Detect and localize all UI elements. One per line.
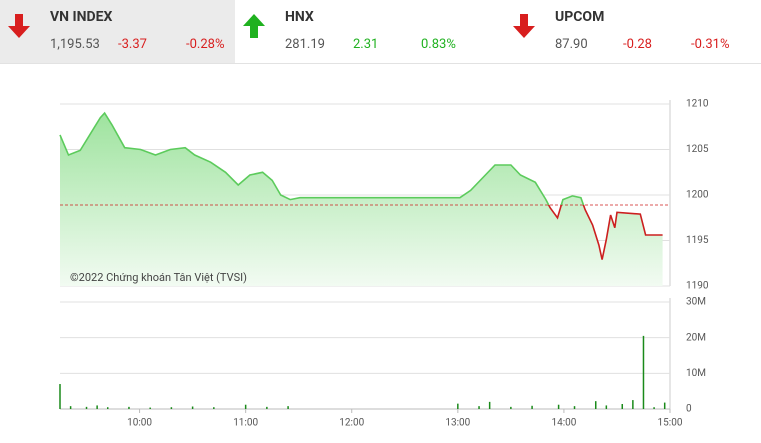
area — [60, 113, 663, 286]
x-tick-label: 11:00 — [233, 418, 258, 429]
volume-bar — [106, 407, 109, 409]
volume-bar — [96, 405, 98, 409]
ticker-values: 87.90 -0.28 -0.31% — [555, 37, 729, 52]
ticker-name: UPCOM — [555, 9, 605, 25]
volume-bar — [213, 407, 215, 409]
y-tick-label: 1210 — [686, 99, 709, 110]
volume-bar — [478, 406, 480, 409]
x-tick-label: 14:00 — [551, 418, 576, 429]
ticker: VN INDEX 1,195.53 -3.37 -0.28% — [0, 0, 235, 63]
direction-arrow — [513, 14, 535, 38]
ticker-name: VN INDEX — [50, 9, 113, 25]
price: 1,195.53 — [50, 37, 100, 52]
volume-bar — [632, 400, 634, 409]
y-tick-label: 20M — [686, 332, 706, 343]
volume-bar — [191, 406, 194, 409]
volume-bar — [621, 404, 624, 409]
volume-bar — [557, 404, 560, 409]
volume-bar — [287, 406, 289, 409]
price: 87.90 — [555, 37, 588, 52]
volume-bar — [573, 406, 576, 409]
direction-arrow — [243, 14, 265, 38]
volume-bar — [170, 407, 173, 409]
volume-bar — [488, 401, 491, 409]
percent: 0.83% — [421, 37, 456, 52]
y-tick-label: 30M — [686, 297, 706, 308]
volume-bar — [128, 406, 130, 409]
volume-bar — [266, 406, 268, 409]
ticker-values: 281.19 2.31 0.83% — [285, 37, 456, 52]
volume-bar — [457, 403, 459, 409]
arrow — [243, 14, 265, 38]
direction-arrow — [8, 14, 30, 38]
y-tick-label: 1205 — [686, 144, 709, 155]
x-tick-label: 12:00 — [339, 418, 364, 429]
ticker-name: HNX — [285, 9, 314, 25]
ticker: HNX 281.19 2.31 0.83% — [235, 0, 491, 63]
percent: -0.31% — [691, 37, 730, 52]
volume-bar — [69, 406, 72, 409]
price: 281.19 — [285, 37, 325, 52]
arrow — [8, 14, 30, 38]
volume-bar — [642, 335, 645, 409]
volume-bar — [85, 406, 88, 409]
volume-bar — [510, 406, 512, 409]
volume-bar — [149, 407, 151, 409]
volume-bar — [605, 405, 608, 409]
y-tick-label: 1200 — [686, 190, 709, 201]
volume-bar — [594, 401, 597, 409]
arrow — [513, 14, 535, 38]
y-tick-label: 0 — [686, 404, 692, 415]
x-tick-label: 13:00 — [445, 418, 470, 429]
x-tick-label: 15:00 — [658, 418, 683, 429]
x-tick-label: 10:00 — [127, 418, 152, 429]
ticker: UPCOM 87.90 -0.28 -0.31% — [505, 0, 761, 63]
percent: -0.28% — [186, 37, 225, 52]
price-line — [59, 111, 663, 260]
volume-bar — [531, 405, 533, 409]
volume-bar — [663, 402, 666, 409]
ticker-values: 1,195.53 -3.37 -0.28% — [50, 37, 224, 52]
volume-bar — [244, 404, 247, 409]
change: -3.37 — [118, 37, 147, 52]
y-tick-label: 1190 — [686, 281, 709, 292]
change: -0.28 — [623, 37, 652, 52]
volume-bar — [653, 407, 655, 409]
volume-bar — [59, 384, 61, 409]
y-tick-label: 10M — [686, 368, 706, 379]
y-tick-label: 1195 — [686, 235, 709, 246]
change: 2.31 — [353, 37, 379, 52]
watermark: ©2022 Chứng khoán Tân Việt (TVSI) — [70, 271, 247, 284]
